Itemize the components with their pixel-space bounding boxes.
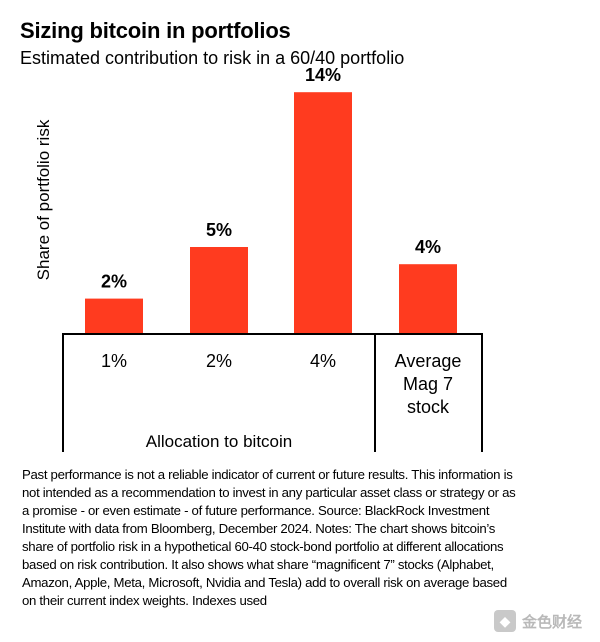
category-label-2: 2% xyxy=(206,351,232,371)
data-label-2: 5% xyxy=(206,220,232,240)
jinse-logo-icon: ◆ xyxy=(493,610,516,632)
bar-1 xyxy=(85,298,143,333)
footnote-text: Past performance is not a reliable indic… xyxy=(22,467,516,608)
data-label-1: 2% xyxy=(101,272,127,292)
category-label-4: Average Mag 7 stock xyxy=(395,351,462,417)
bar-2 xyxy=(190,247,248,333)
data-label-4: 4% xyxy=(415,237,441,257)
y-axis-label: Share of portfolio risk xyxy=(34,119,53,280)
category-label-3: 4% xyxy=(310,351,336,371)
bar-3 xyxy=(294,92,352,333)
chart-subtitle: Estimated contribution to risk in a 60/4… xyxy=(20,48,405,68)
chart-title: Sizing bitcoin in portfolios xyxy=(20,18,291,43)
bar-4 xyxy=(399,264,457,333)
bar-chart: Share of portfolio risk 2% 1% 5% 2% 14% 4% 4% A… xyxy=(34,65,483,452)
watermark: ◆ 金色财经 xyxy=(493,610,582,632)
data-label-3: 14% xyxy=(305,65,341,85)
watermark-text: 金色财经 xyxy=(521,613,582,631)
x-axis-label: Allocation to bitcoin xyxy=(146,432,292,451)
category-label-1: 1% xyxy=(101,351,127,371)
